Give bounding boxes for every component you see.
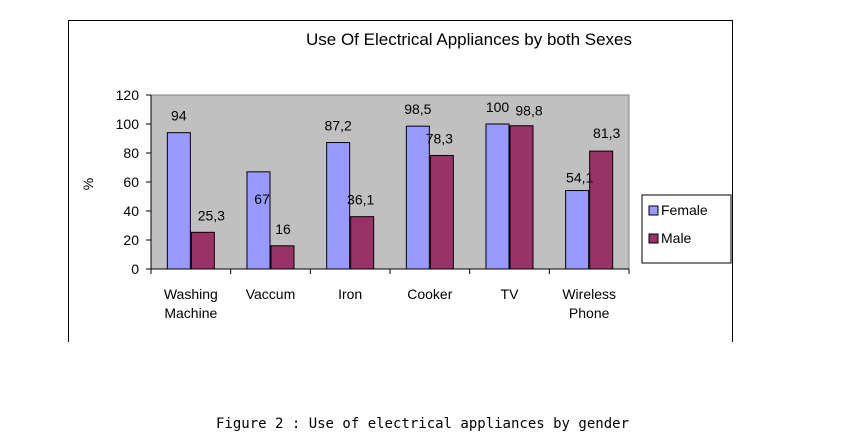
- data-label-male: 36,1: [347, 192, 374, 208]
- data-label-female: 98,5: [404, 101, 431, 117]
- bar-female: [166, 132, 191, 270]
- x-tick-label: TV: [501, 286, 520, 302]
- plot-area: [150, 94, 630, 270]
- data-label-female: 54,1: [566, 170, 593, 186]
- x-tick-label: Iron: [338, 286, 362, 302]
- y-tick-label: 20: [123, 232, 139, 248]
- data-label-male: 16: [275, 221, 291, 237]
- bar-female: [246, 171, 271, 270]
- x-tick-label: Phone: [569, 305, 610, 321]
- bar-male: [350, 216, 375, 270]
- data-label-male: 78,3: [426, 130, 453, 146]
- bar-male: [270, 245, 295, 270]
- bar-female: [485, 123, 510, 270]
- bar-male: [190, 231, 215, 270]
- chart-title: Use Of Electrical Appliances by both Sex…: [306, 30, 632, 49]
- data-label-male: 81,3: [593, 125, 620, 141]
- chart-frame: Use Of Electrical Appliances by both Sex…: [68, 20, 733, 342]
- figure-caption: Figure 2 : Use of electrical appliances …: [215, 416, 629, 432]
- data-label-male: 25,3: [198, 207, 225, 223]
- y-axis-label: %: [80, 178, 96, 190]
- data-label-female: 94: [171, 108, 187, 124]
- y-tick-label: 40: [123, 203, 139, 219]
- x-tick-label: Wireless: [562, 286, 616, 302]
- data-label-female: 67: [254, 191, 270, 207]
- bar-male: [589, 150, 614, 270]
- bar-male: [429, 154, 454, 270]
- x-tick-label: Machine: [164, 305, 217, 321]
- legend-swatch-female: [648, 205, 659, 216]
- legend-swatch-male: [648, 233, 659, 244]
- legend-label-female: Female: [661, 202, 708, 218]
- bar-male: [509, 125, 534, 270]
- y-tick-label: 80: [123, 145, 139, 161]
- bar-chart: Use Of Electrical Appliances by both Sex…: [80, 30, 732, 321]
- x-tick-label: Cooker: [407, 286, 452, 302]
- bar-female: [326, 142, 351, 270]
- x-tick-label: Washing: [164, 286, 218, 302]
- data-label-female: 87,2: [325, 118, 352, 134]
- y-tick-label: 60: [123, 174, 139, 190]
- bar-female: [565, 190, 590, 270]
- x-tick-label: Vaccum: [246, 286, 296, 302]
- y-tick-label: 0: [131, 261, 139, 277]
- y-tick-label: 120: [116, 87, 140, 103]
- data-label-female: 100: [486, 99, 510, 115]
- legend: [641, 194, 732, 264]
- data-label-male: 98,8: [515, 103, 542, 119]
- bar-female: [405, 125, 430, 270]
- y-tick-label: 100: [116, 116, 140, 132]
- legend-label-male: Male: [661, 230, 692, 246]
